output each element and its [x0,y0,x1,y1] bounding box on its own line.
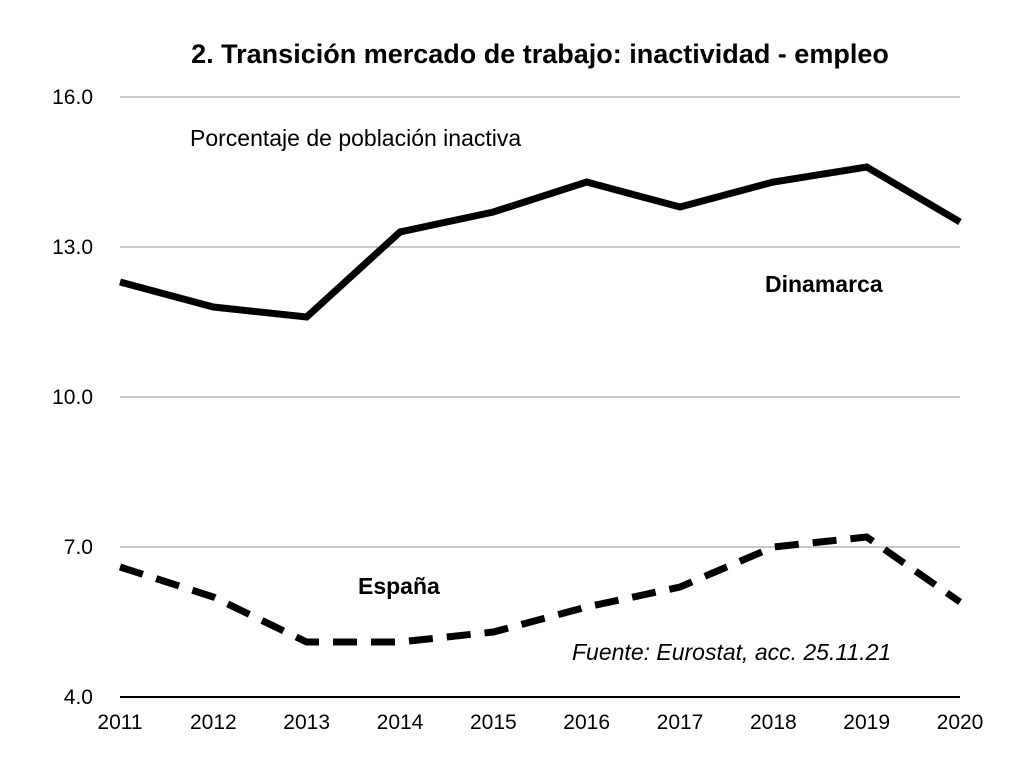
series-line-espana [118,533,963,646]
series-layer [118,163,963,646]
x-tick-label: 2015 [470,711,517,734]
y-tick-labels: 4.0 7.0 10.0 13.0 16.0 [52,86,93,709]
gridlines [120,96,960,548]
x-tick-label: 2012 [190,711,237,734]
y-tick-label: 13.0 [52,236,93,259]
series-label-espana: España [358,573,440,599]
chart-subtitle: Porcentaje de población inactiva [190,125,521,151]
x-tick-label: 2011 [97,711,142,734]
y-tick-label: 16.0 [52,86,93,109]
y-tick-label: 4.0 [64,686,93,709]
chart-title: 2. Transición mercado de trabajo: inacti… [191,39,889,69]
source-note: Fuente: Eurostat, acc. 25.11.21 [572,639,891,665]
x-tick-label: 2020 [937,711,984,734]
series-label-dinamarca: Dinamarca [765,271,883,297]
y-tick-label: 10.0 [52,386,93,409]
x-tick-label: 2018 [750,711,797,734]
x-tick-label: 2013 [283,711,330,734]
y-tick-label: 7.0 [64,536,93,559]
x-tick-label: 2019 [843,711,890,734]
series-line-dinamarca [119,163,962,321]
x-tick-labels: 2011 2012 2013 2014 2015 2016 2017 2018 2019 2020 [97,711,983,734]
x-tick-label: 2014 [377,711,424,734]
x-tick-label: 2017 [657,711,704,734]
x-tick-label: 2016 [563,711,610,734]
